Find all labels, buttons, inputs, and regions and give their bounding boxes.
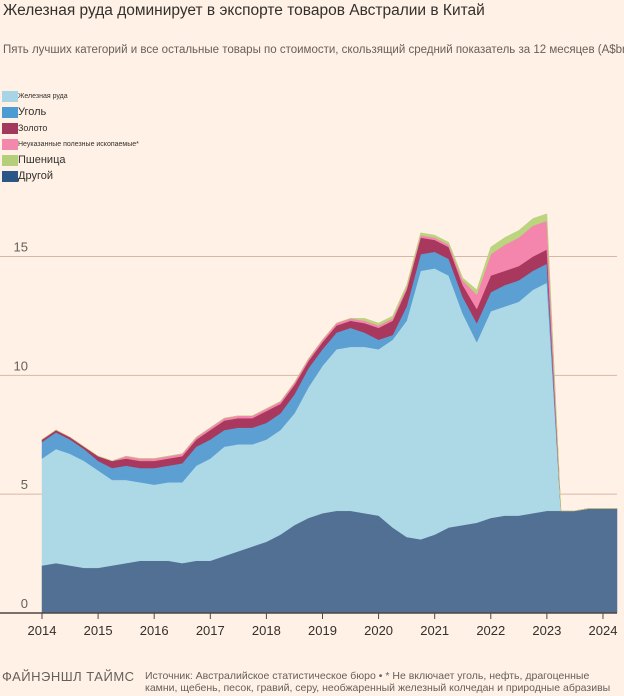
y-tick-label-0: 0: [21, 596, 28, 611]
y-tick-label-10: 10: [14, 358, 28, 373]
legend-label-unspecified-minerals: Неуказанные полезные ископаемые*: [18, 140, 139, 148]
y-tick-label-15: 15: [14, 240, 28, 255]
legend: Железная руда Уголь Золото Неуказанные п…: [2, 88, 139, 184]
legend-swatch-coal: [2, 106, 18, 118]
legend-swatch-other: [2, 170, 18, 182]
legend-label-coal: Уголь: [18, 106, 47, 118]
legend-swatch-unspecified-minerals: [2, 138, 18, 150]
legend-item-gold: Золото: [2, 120, 139, 136]
x-tick-label-2015: 2015: [84, 623, 113, 638]
legend-item-unspecified-minerals: Неуказанные полезные ископаемые*: [2, 136, 139, 152]
legend-item-iron-ore: Железная руда: [2, 88, 139, 104]
x-tick-label-2017: 2017: [196, 623, 225, 638]
legend-label-wheat: Пшеница: [18, 154, 66, 166]
x-tick-label-2023: 2023: [532, 623, 561, 638]
legend-label-gold: Золото: [18, 123, 48, 133]
source-note: Источник: Австралийское статистическое б…: [145, 670, 611, 694]
ft-logo: ФАЙНЭНШЛ ТАЙМС: [2, 669, 135, 684]
legend-item-coal: Уголь: [2, 104, 139, 120]
x-tick-label-2022: 2022: [476, 623, 505, 638]
chart-subtitle: Пять лучших категорий и все остальные то…: [3, 44, 624, 56]
x-tick-label-2018: 2018: [252, 623, 281, 638]
x-tick-label-2024: 2024: [589, 623, 618, 638]
x-tick-label-2016: 2016: [140, 623, 169, 638]
area-6-Пшеница: [41, 213, 617, 512]
legend-swatch-wheat: [2, 154, 18, 166]
legend-swatch-gold: [2, 122, 18, 134]
y-tick-label-5: 5: [21, 477, 28, 492]
chart-title: Железная руда доминирует в экспорте това…: [3, 2, 485, 19]
x-tick-label-2020: 2020: [364, 623, 393, 638]
legend-label-iron-ore: Железная руда: [18, 92, 68, 100]
legend-label-other: Другой: [18, 170, 53, 182]
x-tick-label-2019: 2019: [308, 623, 337, 638]
legend-item-wheat: Пшеница: [2, 152, 139, 168]
legend-item-other: Другой: [2, 168, 139, 184]
legend-swatch-iron-ore: [2, 90, 18, 102]
x-tick-label-2014: 2014: [28, 623, 57, 638]
x-tick-label-2021: 2021: [420, 623, 449, 638]
